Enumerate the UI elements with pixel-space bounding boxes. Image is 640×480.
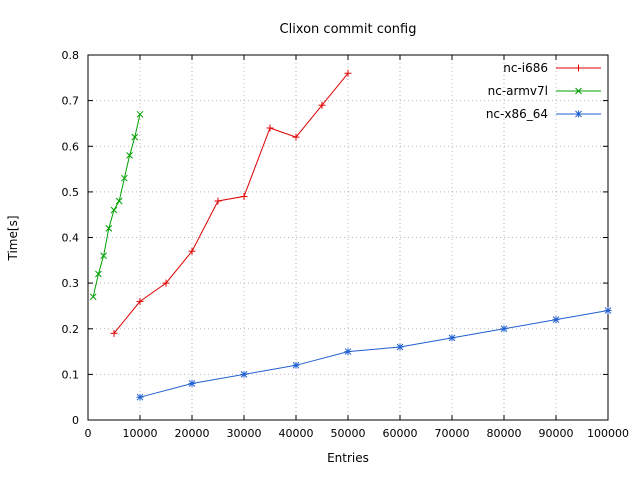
x-tick-label: 10000 <box>123 427 158 440</box>
y-axis-label: Time[s] <box>6 216 20 262</box>
y-tick-label: 0.6 <box>62 140 80 153</box>
x-tick-label: 100000 <box>587 427 629 440</box>
legend-sample-nc-armv7l <box>556 87 601 95</box>
chart-title: Clixon commit config <box>280 22 417 37</box>
x-tick-label: 50000 <box>331 427 366 440</box>
plot-labels-layer: Clixon commit config Entries Time[s] nc-… <box>6 22 548 465</box>
x-tick-label: 40000 <box>279 427 314 440</box>
y-tick-label: 0.2 <box>62 323 80 336</box>
series-line <box>139 310 609 398</box>
x-tick-label: 70000 <box>435 427 470 440</box>
plot-border <box>87 54 609 421</box>
series-line <box>92 114 141 297</box>
x-tick-label: 30000 <box>227 427 262 440</box>
y-tick-label: 0.3 <box>62 277 80 290</box>
y-tick-label: 0.1 <box>62 368 80 381</box>
legend-label-nc-armv7l: nc-armv7l <box>488 84 548 98</box>
legend-label-nc-i686: nc-i686 <box>503 61 548 75</box>
y-tick-label: 0.5 <box>62 186 80 199</box>
legend-sample-nc-x86_64 <box>556 110 601 118</box>
x-axis-label: Entries <box>327 451 369 465</box>
legend-sample-nc-i686 <box>556 64 601 72</box>
x-tick-label: 90000 <box>539 427 574 440</box>
series-nc-x86_64 <box>136 307 612 401</box>
y-tick-label: 0.8 <box>62 49 80 62</box>
x-tick-label: 0 <box>85 427 92 440</box>
x-tick-label: 20000 <box>175 427 210 440</box>
x-tick-label: 80000 <box>487 427 522 440</box>
legend-label-nc-x86_64: nc-x86_64 <box>486 107 548 121</box>
series-line <box>113 72 349 334</box>
y-tick-label: 0.4 <box>62 232 80 245</box>
x-tick-label: 60000 <box>383 427 418 440</box>
y-tick-label: 0 <box>72 414 79 427</box>
series-nc-i686 <box>110 69 352 337</box>
plot-draw-layer: 0 10000 20000 30000 40000 50000 60000 70000 8000… <box>62 49 630 440</box>
series-nc-armv7l <box>89 110 144 301</box>
y-tick-label: 0.7 <box>62 95 80 108</box>
